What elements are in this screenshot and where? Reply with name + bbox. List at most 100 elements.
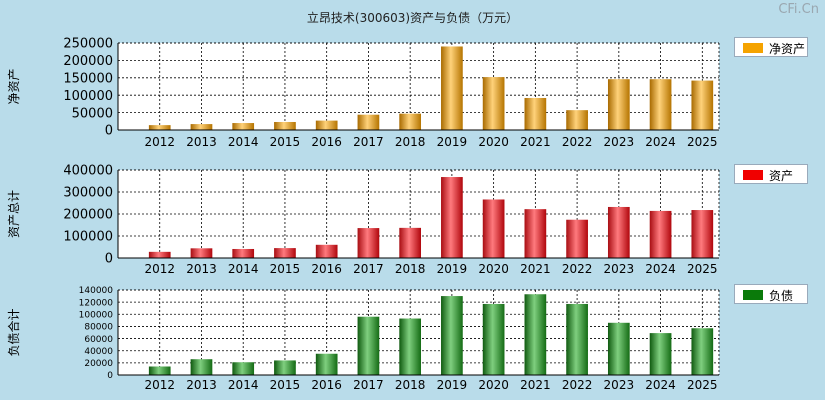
bar: [691, 80, 714, 130]
x-tick-label: 2015: [270, 378, 301, 392]
x-tick-label: 2025: [687, 378, 718, 392]
y-tick-label: 60000: [84, 335, 113, 345]
x-tick-label: 2022: [562, 262, 593, 276]
y-axis-label: 资产总计: [7, 190, 21, 238]
x-tick-label: 2013: [186, 135, 217, 149]
bar: [190, 248, 213, 258]
bar: [190, 124, 213, 130]
x-tick-label: 2020: [478, 378, 509, 392]
bar: [649, 79, 672, 130]
bar: [524, 97, 547, 130]
bar: [232, 362, 255, 375]
x-tick-label: 2012: [144, 135, 175, 149]
x-tick-label: 2018: [395, 135, 426, 149]
x-tick-label: 2019: [437, 135, 468, 149]
bar: [399, 227, 422, 258]
bar: [566, 303, 588, 375]
x-tick-label: 2015: [270, 135, 301, 149]
bar: [357, 316, 380, 375]
bar: [524, 294, 547, 375]
x-tick-label: 2016: [311, 135, 342, 149]
x-tick-label: 2012: [144, 378, 175, 392]
y-tick-label: 0: [105, 252, 113, 267]
x-tick-label: 2025: [687, 135, 718, 149]
x-tick-label: 2012: [144, 262, 175, 276]
x-tick-label: 2015: [270, 262, 301, 276]
y-tick-label: 250000: [63, 37, 113, 52]
bar: [399, 318, 422, 375]
total-assets-panel: 0 100000 200000 300000 400000 2012 2013 2014 201…: [7, 164, 720, 276]
bar: [274, 121, 296, 130]
y-tick-label: 50000: [72, 106, 113, 121]
x-tick-label: 2025: [687, 262, 718, 276]
x-tick-label: 2020: [478, 135, 509, 149]
bar: [691, 210, 714, 258]
bar: [274, 360, 296, 375]
bar: [315, 244, 338, 258]
bar: [482, 303, 505, 375]
x-tick-label: 2021: [520, 135, 551, 149]
x-tick-label: 2021: [520, 262, 551, 276]
x-tick-label: 2023: [604, 135, 635, 149]
bar: [357, 114, 380, 130]
legend-swatch-icon: [743, 43, 763, 53]
y-tick-label: 300000: [63, 186, 113, 201]
x-tick-label: 2014: [228, 135, 259, 149]
x-tick-label: 2013: [186, 262, 217, 276]
bar: [566, 110, 588, 130]
bar: [148, 125, 171, 130]
y-axis-label: 负债合计: [6, 308, 21, 356]
bar: [607, 322, 630, 375]
bar: [232, 123, 255, 130]
y-tick-label: 100000: [63, 230, 113, 245]
y-tick-label: 0: [105, 124, 113, 139]
y-tick-label: 150000: [63, 71, 113, 86]
x-tick-label: 2019: [437, 378, 468, 392]
y-tick-label: 80000: [84, 323, 113, 333]
y-tick-label: 0: [107, 371, 113, 381]
legend-label: 资产: [769, 169, 794, 183]
y-axis-label: 净资产: [7, 68, 21, 104]
bar: [524, 209, 547, 258]
x-tick-label: 2024: [645, 378, 676, 392]
bar: [691, 328, 714, 375]
x-tick-label: 2017: [353, 135, 384, 149]
bar: [148, 366, 171, 375]
y-tick-label: 20000: [84, 359, 113, 369]
x-tick-label: 2021: [520, 378, 551, 392]
bar: [315, 353, 338, 375]
x-tick-label: 2019: [437, 262, 468, 276]
x-tick-label: 2018: [395, 378, 426, 392]
x-tick-label: 2023: [604, 262, 635, 276]
bar: [649, 210, 672, 258]
bar: [566, 219, 588, 258]
y-tick-label: 100000: [63, 89, 113, 104]
y-tick-label: 40000: [84, 347, 113, 357]
legend-liabilities: 负债: [734, 284, 808, 304]
x-tick-label: 2022: [562, 135, 593, 149]
bar: [399, 113, 422, 130]
legend-swatch-icon: [743, 170, 763, 180]
watermark-logo: CFi.Cn: [778, 2, 819, 17]
bar: [482, 77, 505, 130]
bar: [607, 79, 630, 130]
x-tick-label: 2023: [604, 378, 635, 392]
legend-net-assets: 净资产: [734, 37, 808, 57]
y-tick-label: 140000: [79, 286, 114, 296]
x-tick-label: 2014: [228, 378, 259, 392]
x-tick-label: 2022: [562, 378, 593, 392]
chart-title: 立昂技术(300603)资产与负债（万元）: [306, 11, 519, 25]
legend-assets: 资产: [734, 164, 808, 184]
legend-label: 净资产: [769, 42, 806, 56]
legend-label: 负债: [769, 289, 794, 303]
x-tick-label: 2014: [228, 262, 259, 276]
y-tick-label: 200000: [63, 208, 113, 223]
x-tick-label: 2024: [645, 135, 676, 149]
x-tick-label: 2020: [478, 262, 509, 276]
x-tick-label: 2016: [311, 262, 342, 276]
y-tick-label: 200000: [63, 54, 113, 69]
bar: [357, 228, 380, 258]
bar: [441, 46, 463, 131]
x-tick-label: 2017: [353, 378, 384, 392]
x-tick-label: 2013: [186, 378, 217, 392]
